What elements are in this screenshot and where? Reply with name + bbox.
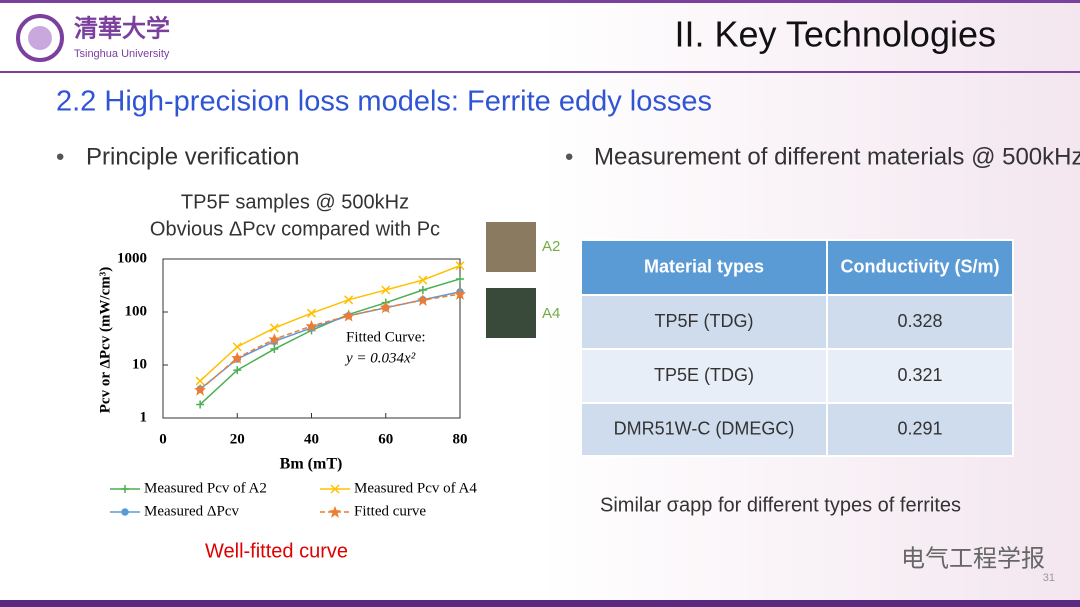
marker bbox=[194, 383, 207, 396]
marker bbox=[454, 288, 466, 301]
marker bbox=[329, 505, 341, 518]
marker bbox=[270, 345, 279, 354]
legend-label: Measured Pcv of A2 bbox=[144, 480, 267, 496]
table-cell bbox=[826, 348, 1014, 404]
marker bbox=[231, 351, 244, 364]
marker bbox=[379, 301, 392, 314]
sample-photo bbox=[486, 288, 536, 338]
chart-title: TP5F samples @ 500kHz bbox=[181, 191, 409, 213]
table-cell bbox=[580, 294, 828, 350]
y-tick-label: 10 bbox=[132, 356, 147, 372]
marker bbox=[330, 484, 340, 494]
table-cell bbox=[580, 348, 828, 404]
cell-text: DMR51W-C (DMEGC) bbox=[614, 418, 795, 438]
note: Similar σapp for different types of ferr… bbox=[600, 494, 961, 516]
marker bbox=[418, 286, 427, 295]
y-axis-label: Pcv or ΔPcv (mW/cm³) bbox=[97, 267, 113, 413]
cell-text: TP5F (TDG) bbox=[655, 311, 754, 331]
cell-text: 0.321 bbox=[897, 365, 942, 385]
marker bbox=[195, 376, 205, 386]
bottom-bar bbox=[0, 600, 1080, 607]
left-bullet: Principle verification bbox=[86, 143, 299, 170]
x-tick-label: 80 bbox=[453, 431, 468, 447]
right-bullet: Measurement of different materials @ 500… bbox=[594, 143, 1080, 170]
legend-label: Fitted curve bbox=[354, 503, 426, 519]
marker bbox=[305, 319, 318, 332]
table-cell bbox=[580, 402, 828, 457]
marker bbox=[416, 294, 429, 307]
logo-en: Tsinghua University bbox=[74, 48, 170, 60]
sample-label: A2 bbox=[542, 238, 560, 255]
header-text: Conductivity (S/m) bbox=[840, 256, 999, 276]
header-cell bbox=[826, 239, 1014, 296]
annotation: y = 0.034x² bbox=[344, 350, 416, 366]
marker bbox=[232, 342, 242, 352]
marker bbox=[418, 275, 428, 285]
y-tick-label: 1 bbox=[140, 409, 148, 425]
marker bbox=[381, 285, 391, 295]
marker bbox=[121, 485, 129, 493]
section-title: 2.2 High-precision loss models: Ferrite … bbox=[56, 86, 712, 118]
marker bbox=[196, 400, 205, 409]
marker bbox=[121, 508, 129, 516]
header-text: Material types bbox=[644, 256, 764, 276]
x-tick-label: 20 bbox=[230, 431, 245, 447]
bullet: • bbox=[56, 143, 64, 170]
page-number: 31 bbox=[1043, 572, 1055, 584]
x-tick-label: 40 bbox=[304, 431, 319, 447]
marker bbox=[268, 333, 281, 346]
y-tick-label: 100 bbox=[125, 303, 148, 319]
marker bbox=[233, 366, 242, 375]
header-line bbox=[0, 71, 1080, 73]
legend-label: Measured Pcv of A4 bbox=[354, 480, 477, 496]
table-cell bbox=[826, 402, 1014, 457]
annotation: Fitted Curve: bbox=[346, 329, 426, 345]
series-line bbox=[199, 291, 461, 390]
marker bbox=[455, 261, 465, 271]
chart-title: Obvious ΔPcv compared with Pc bbox=[150, 218, 440, 240]
logo-seal bbox=[16, 14, 64, 62]
watermark: 电气工程学报 bbox=[901, 545, 1045, 572]
cell-text: TP5E (TDG) bbox=[654, 365, 754, 385]
logo-seal-center bbox=[28, 26, 52, 50]
sample-photo bbox=[486, 222, 536, 272]
logo-cn: 清華大学 bbox=[74, 14, 170, 42]
sample-label: A4 bbox=[542, 305, 560, 322]
cell-text: 0.291 bbox=[897, 418, 942, 438]
x-tick-label: 60 bbox=[378, 431, 393, 447]
y-tick-label: 1000 bbox=[117, 250, 147, 266]
caption: Well-fitted curve bbox=[205, 540, 348, 562]
header-title: II. Key Technologies bbox=[674, 14, 996, 55]
marker bbox=[342, 309, 355, 322]
x-axis-label: Bm (mT) bbox=[280, 456, 343, 473]
marker bbox=[344, 295, 354, 305]
x-tick-label: 0 bbox=[159, 431, 167, 447]
marker bbox=[456, 274, 464, 283]
cell-text: 0.328 bbox=[897, 311, 942, 331]
series-line bbox=[199, 264, 461, 382]
top-bar bbox=[0, 0, 1080, 3]
bullet: • bbox=[565, 143, 573, 170]
marker bbox=[269, 323, 279, 333]
table-cell bbox=[826, 294, 1014, 350]
legend-label: Measured ΔPcv bbox=[144, 503, 240, 519]
marker bbox=[306, 308, 317, 318]
